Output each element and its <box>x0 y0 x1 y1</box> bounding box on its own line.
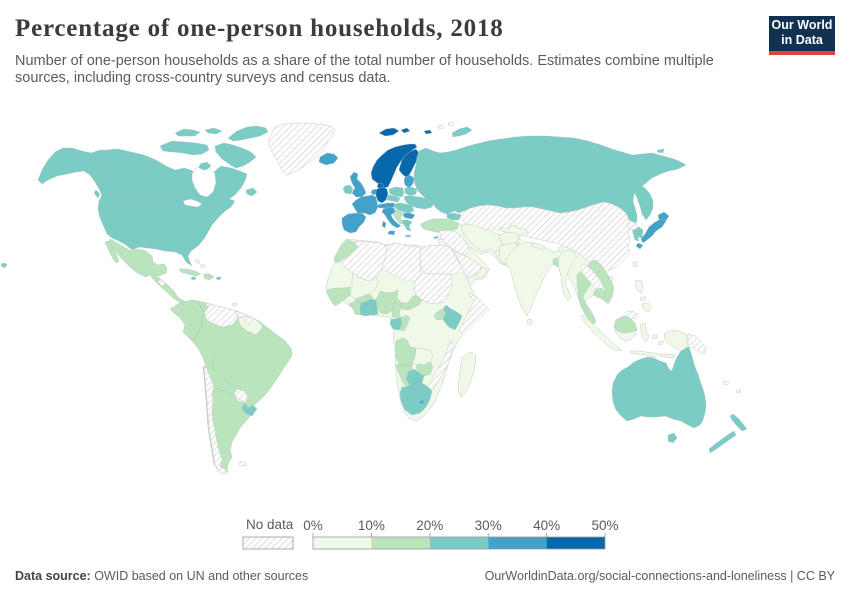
svg-text:10%: 10% <box>358 518 385 533</box>
svg-text:40%: 40% <box>533 518 560 533</box>
svg-text:0%: 0% <box>303 518 323 533</box>
svg-text:50%: 50% <box>591 518 618 533</box>
svg-text:20%: 20% <box>416 518 443 533</box>
svg-text:30%: 30% <box>475 518 502 533</box>
